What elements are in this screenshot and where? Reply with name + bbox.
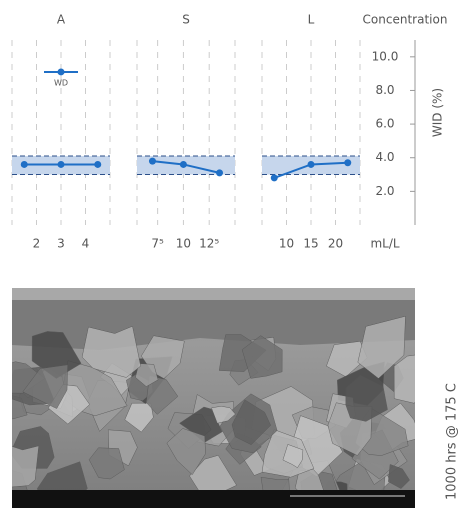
y-tick-label: 4.0 <box>375 150 394 164</box>
x-axis-label: mL/L <box>370 237 399 251</box>
data-point <box>149 158 156 165</box>
x-tick-label: 2 <box>33 237 41 251</box>
scale-strip <box>12 490 415 508</box>
y-tick-label: 8.0 <box>375 83 394 97</box>
y-axis-label: WID (%) <box>431 88 445 137</box>
y-tick-label: 2.0 <box>375 184 394 198</box>
data-point <box>271 174 278 181</box>
data-point <box>58 161 65 168</box>
panel-title: S <box>182 13 190 27</box>
y-tick-label: 6.0 <box>375 117 394 131</box>
x-tick-label: 4 <box>82 237 90 251</box>
x-tick-label: 3 <box>57 237 65 251</box>
page: 1000 hrs @ 175 C A 2 3 4 WD S 7⁵ 10 12⁵ L 10 15 20 2.… <box>0 0 466 508</box>
x-tick-label: 12⁵ <box>199 237 219 251</box>
x-tick-label: 10 <box>176 237 191 251</box>
panel-title: A <box>57 13 66 27</box>
grain <box>0 442 39 488</box>
annotation-point <box>58 68 65 75</box>
data-point <box>216 169 223 176</box>
data-point <box>180 161 187 168</box>
x-tick-label: 15 <box>303 237 318 251</box>
image-caption: 1000 hrs @ 175 C <box>445 383 460 500</box>
annotation-label: WD <box>54 78 68 87</box>
x-tick-label: 20 <box>328 237 343 251</box>
micrograph <box>0 288 431 508</box>
panel-title: L <box>308 13 315 27</box>
x-tick-label: 7⁵ <box>151 237 164 251</box>
x-tick-label: 10 <box>279 237 294 251</box>
top-layer <box>12 288 415 300</box>
y-axis-title: Concentration <box>363 13 448 27</box>
data-point <box>94 161 101 168</box>
data-point <box>308 161 315 168</box>
y-tick-label: 10.0 <box>372 49 399 63</box>
data-point <box>344 159 351 166</box>
data-point <box>21 161 28 168</box>
